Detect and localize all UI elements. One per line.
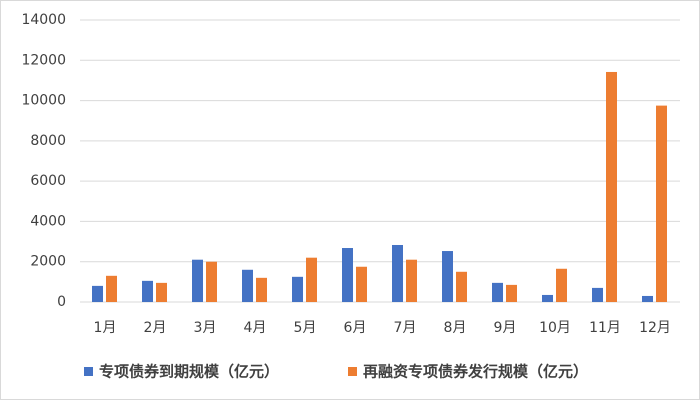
legend-swatch [84,367,93,376]
x-tick-label: 4月 [244,320,267,336]
bar [242,269,253,302]
x-tick-label: 8月 [444,320,467,336]
legend-swatch [348,367,357,376]
bar [442,251,453,302]
y-tick-label: 12000 [21,52,66,68]
bar [142,280,153,302]
y-tick-label: 4000 [30,213,66,229]
bar [206,261,217,302]
bar [92,285,103,302]
bar [192,259,203,302]
bar [256,277,267,302]
bar [556,268,567,302]
bar [606,71,617,303]
bar [642,295,653,302]
y-tick-label: 2000 [30,254,66,270]
bar [492,282,503,302]
bar [592,287,603,302]
y-tick-label: 0 [57,294,66,310]
bar [156,282,167,302]
x-tick-label: 12月 [639,320,671,336]
x-tick-label: 9月 [494,320,517,336]
y-tick-label: 14000 [21,12,66,28]
x-tick-label: 1月 [94,320,117,336]
bar [456,271,467,302]
bar [292,276,303,302]
bar [406,259,417,302]
bar [392,244,403,302]
x-tick-label: 3月 [194,320,217,336]
bar [506,284,517,302]
x-tick-label: 10月 [539,320,571,336]
legend-label: 专项债券到期规模（亿元） [99,363,279,381]
bar [542,294,553,302]
bar [356,266,367,302]
y-tick-label: 10000 [21,93,66,109]
bar [306,257,317,302]
bar [656,105,667,302]
bar [106,275,117,302]
x-tick-label: 5月 [294,320,317,336]
x-tick-label: 6月 [344,320,367,336]
x-tick-label: 2月 [144,320,167,336]
x-tick-label: 7月 [394,320,417,336]
bar [342,248,353,302]
legend-label: 再融资专项债券发行规模（亿元） [363,363,588,381]
y-tick-label: 8000 [30,133,66,149]
x-tick-label: 11月 [589,320,621,336]
y-tick-label: 6000 [30,173,66,189]
